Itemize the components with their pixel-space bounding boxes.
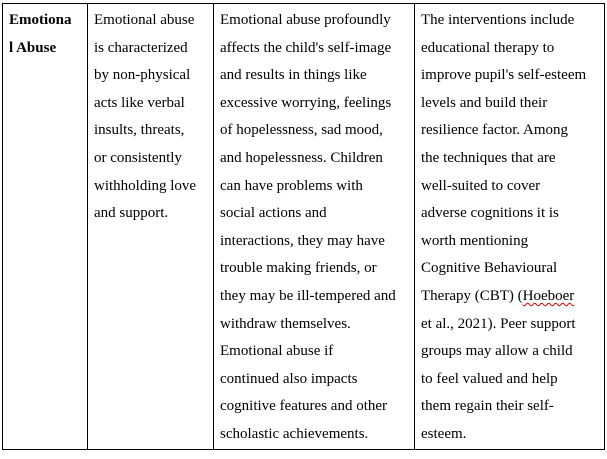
abuse-table: Emotiona l Abuse Emotional abuse is charac… bbox=[2, 3, 605, 450]
cell-text-line: interactions, they may have bbox=[220, 232, 385, 249]
cell-text-line: worth mentioning bbox=[421, 232, 529, 249]
cell-text-line: affects the child's self-image bbox=[220, 39, 392, 56]
cell-text-line: of hopelessness, sad mood, bbox=[220, 122, 383, 139]
cell-definition: Emotional abuse is characterized by non-ph… bbox=[87, 3, 214, 450]
cell-text-line: withholding love bbox=[94, 177, 197, 194]
cell-text-line: excessive worrying, feelings bbox=[220, 94, 392, 111]
cell-text-line: acts like verbal bbox=[94, 94, 185, 111]
cell-text-line: adverse cognitions it is bbox=[421, 205, 559, 222]
cell-text-line: educational therapy to bbox=[421, 39, 555, 56]
cell-text-line: the techniques that are bbox=[421, 149, 556, 166]
cell-text-line: by non-physical bbox=[94, 67, 191, 84]
cell-text-line: cognitive features and other bbox=[220, 398, 388, 415]
cell-effects: Emotional abuse profoundly affects the ch… bbox=[213, 3, 415, 450]
cell-text-line: continued also impacts bbox=[220, 370, 358, 387]
cell-text-line: resilience factor. Among bbox=[421, 122, 569, 139]
cell-text-line: Emotional abuse if bbox=[220, 343, 334, 360]
cell-text-line: them regain their self- bbox=[421, 398, 554, 415]
cell-text-line: social actions and bbox=[220, 205, 327, 222]
cell-text-line: l Abuse bbox=[9, 39, 57, 56]
cell-text-line: withdraw themselves. bbox=[220, 315, 351, 332]
cell-text-line: they may be ill-tempered and bbox=[220, 287, 396, 304]
cell-text-line: well-suited to cover bbox=[421, 177, 541, 194]
table-row: Emotiona l Abuse Emotional abuse is charac… bbox=[2, 3, 605, 450]
cell-text-line: Therapy (CBT) (Hoeboer bbox=[421, 287, 575, 304]
cell-text-line: The interventions include bbox=[421, 12, 575, 28]
cell-text-line: or consistently bbox=[94, 149, 182, 166]
cell-text-line: and hopelessness. Children bbox=[220, 149, 383, 166]
cell-text-line: Emotiona bbox=[9, 12, 72, 28]
cell-text-line: Emotional abuse bbox=[94, 12, 195, 28]
cell-text-line: and results in things like bbox=[220, 67, 367, 84]
cell-text-line: et al., 2021). Peer support bbox=[421, 315, 576, 332]
spellcheck-word: Hoeboer bbox=[522, 287, 575, 304]
cell-abuse-type: Emotiona l Abuse bbox=[2, 3, 88, 450]
cell-text-line: scholastic achievements. bbox=[220, 425, 369, 442]
cell-text-line: insults, threats, bbox=[94, 122, 185, 139]
cell-text-line: trouble making friends, or bbox=[220, 260, 377, 277]
cell-text-line: Emotional abuse profoundly bbox=[220, 12, 391, 28]
cell-interventions: The interventions include educational the… bbox=[414, 3, 605, 450]
cell-text-line: and support. bbox=[94, 205, 169, 222]
cell-text-line: groups may allow a child bbox=[421, 343, 573, 360]
cell-text-line: improve pupil's self-esteem bbox=[421, 67, 587, 84]
cell-text-line: levels and build their bbox=[421, 94, 548, 111]
cell-text-line: to feel valued and help bbox=[421, 370, 558, 387]
cell-text-line: can have problems with bbox=[220, 177, 363, 194]
cell-text-line: Cognitive Behavioural bbox=[421, 260, 558, 277]
cell-text-line: esteem. bbox=[421, 425, 467, 442]
cell-text-line: is characterized bbox=[94, 39, 188, 56]
